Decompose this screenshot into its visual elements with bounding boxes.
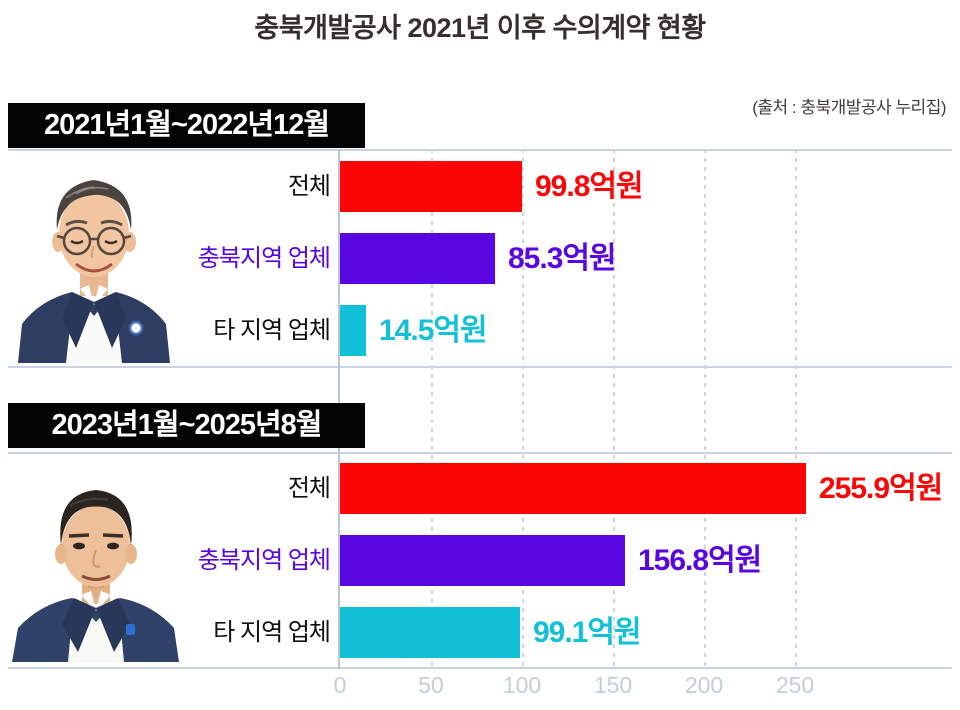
period-header-2: 2023년1월~2025년8월 [8, 403, 365, 448]
source-note: (출처 : 충북개발공사 누리집) [752, 98, 946, 117]
section1-category-label-3: 타 지역 업체 [213, 317, 331, 344]
vertical-gridline-100 [522, 149, 524, 669]
section2-category-label-3: 타 지역 업체 [213, 619, 331, 646]
section1-category-label-1: 전체 [287, 173, 331, 200]
section2-bar-1 [340, 463, 806, 514]
x-tick-label-50: 50 [418, 672, 444, 698]
x-tick-label-100: 100 [502, 672, 542, 698]
section2-value-label-3: 99.1억원 [533, 616, 642, 649]
section2-category-label-1: 전체 [287, 475, 331, 502]
section1-value-label-2: 85.3억원 [508, 242, 617, 275]
vertical-gridline-150 [613, 149, 615, 669]
section1-value-label-1: 99.8억원 [535, 170, 644, 203]
section2-bar-3 [340, 607, 520, 658]
person-photo-2-image [12, 490, 179, 662]
x-tick-label-250: 250 [775, 672, 815, 698]
vertical-gridline-200 [704, 149, 706, 669]
period-header-1: 2021년1월~2022년12월 [8, 103, 365, 148]
person-portrait-1 [10, 158, 178, 368]
section2-top-line [8, 452, 952, 454]
section1-category-label-2: 충북지역 업체 [197, 245, 331, 272]
vertical-gridline-50 [431, 149, 433, 669]
page-title: 충북개발공사 2021년 이후 수의계약 현황 [254, 13, 706, 43]
x-tick-label-200: 200 [684, 672, 724, 698]
section2-category-label-2: 충북지역 업체 [197, 547, 331, 574]
section1-bottom-line [8, 366, 952, 368]
section1-value-label-3: 14.5억원 [379, 314, 488, 347]
section2-value-label-2: 156.8억원 [638, 544, 762, 577]
section1-bar-2 [340, 233, 495, 284]
section2-bottom-line [8, 667, 952, 669]
section2-value-label-1: 255.9억원 [819, 472, 943, 505]
section1-top-line [8, 149, 952, 151]
person-portrait-2 [8, 476, 183, 667]
section2-bar-2 [340, 535, 625, 586]
x-tick-label-150: 150 [593, 672, 633, 698]
section1-bar-1 [340, 161, 522, 212]
section1-bar-3 [340, 305, 366, 356]
vertical-gridline-250 [795, 149, 797, 669]
person-photo-1-image [18, 180, 170, 363]
x-tick-label-0: 0 [333, 672, 347, 698]
